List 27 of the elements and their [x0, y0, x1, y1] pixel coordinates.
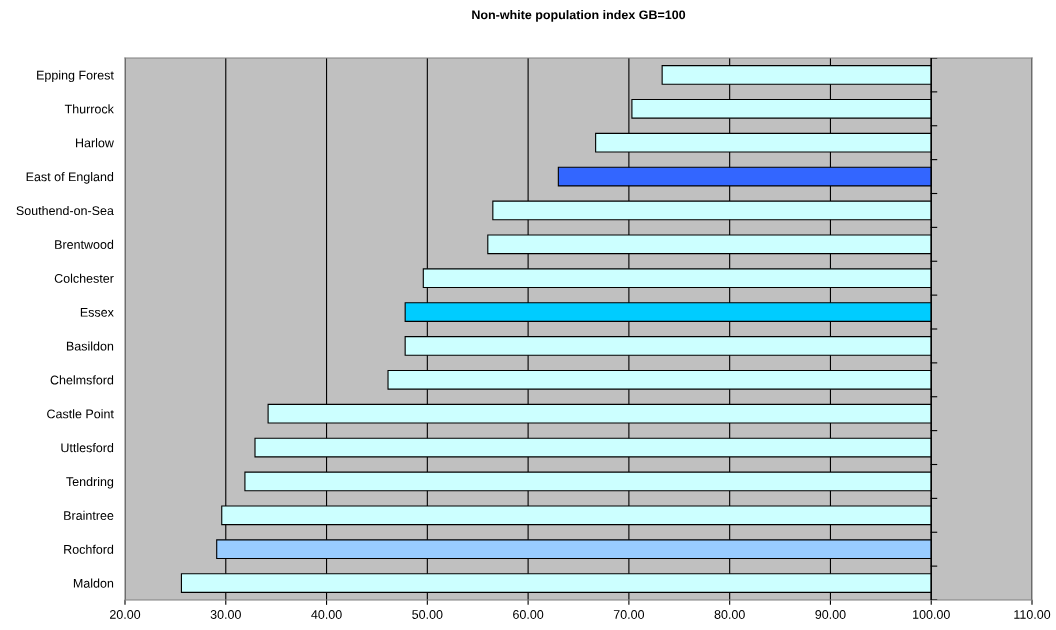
- y-tick-label: Basildon: [66, 341, 114, 351]
- x-tick-label: 90.00: [815, 610, 846, 619]
- x-tick-label: 40.00: [311, 610, 342, 619]
- y-tick-label: Brentwood: [55, 239, 114, 249]
- y-tick-label: Thurrock: [64, 104, 114, 114]
- x-tick-label: 20.00: [109, 610, 141, 619]
- y-tick-label: Southend-on-Sea: [16, 205, 114, 216]
- y-tick-label: Maldon: [73, 578, 114, 588]
- y-tick-label: Epping Forest: [37, 70, 114, 83]
- y-tick-label: Rochford: [64, 544, 114, 554]
- x-tick-label: 70.00: [613, 610, 645, 619]
- x-tick-label: 110.00: [1014, 610, 1051, 619]
- y-tick-label: East of England: [26, 172, 114, 184]
- chart-title: Non-white population index GB=100: [472, 10, 686, 22]
- y-tick-label: Essex: [80, 307, 114, 317]
- x-tick-label: 60.00: [513, 610, 544, 619]
- y-tick-label: Uttlesford: [61, 443, 114, 453]
- y-tick-label: Castle Point: [47, 409, 114, 419]
- x-tick-label: 80.00: [714, 610, 745, 619]
- y-tick-label: Harlow: [76, 138, 114, 148]
- x-tick-label: 30.00: [210, 610, 241, 619]
- x-tick-label: 50.00: [412, 610, 443, 619]
- y-tick-label: Braintree: [64, 510, 114, 520]
- y-tick-label: Tendring: [66, 476, 114, 489]
- y-tick-label: Chelmsford: [50, 375, 114, 385]
- x-tick-label: 100.00: [913, 610, 950, 619]
- y-tick-label: Colchester: [54, 273, 114, 283]
